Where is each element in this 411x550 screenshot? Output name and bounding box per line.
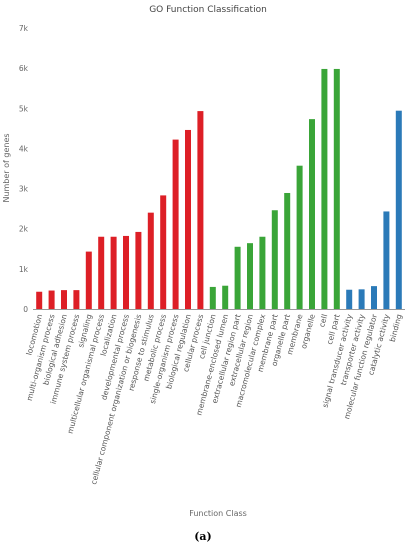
y-axis-ticks: 0 1k 2k 3k 4k 5k 6k 7k [19,24,29,314]
bar [147,212,154,309]
bar [321,68,328,310]
bar [135,231,142,309]
y-tick-label: 0 [23,305,28,314]
bar [123,235,129,309]
bar [209,286,216,309]
y-axis-title: Number of genes [2,133,11,202]
bar [271,210,278,309]
bar [185,129,191,309]
x-axis-title: Function Class [189,509,247,518]
bar [309,119,315,309]
chart-title: GO Function Classification [149,5,267,15]
y-tick-label: 6k [19,64,29,73]
y-tick-label: 7k [19,24,29,33]
bar [222,285,229,309]
bar [85,251,92,309]
bar [48,290,55,309]
bar [346,289,353,309]
category-label: cell [317,313,329,328]
bar [358,289,365,309]
bar [395,110,402,310]
bar [383,211,390,309]
bar [333,68,340,310]
y-tick-label: 2k [19,225,29,234]
bar [296,165,303,309]
bar [247,243,253,309]
bar [197,111,204,310]
bars [36,68,402,310]
bar [61,290,67,309]
bar [259,236,266,309]
bar [371,286,377,309]
y-tick-label: 1k [19,265,29,274]
bar [160,195,167,309]
y-tick-label: 4k [19,144,29,153]
figure-caption: (a) [194,530,212,543]
bar [172,139,179,309]
y-tick-label: 3k [19,185,29,194]
bar [36,291,43,309]
y-tick-label: 5k [19,104,29,113]
bar [110,236,117,309]
bar [234,246,241,309]
bar [284,192,291,309]
bar [98,236,105,309]
bar [73,290,80,309]
